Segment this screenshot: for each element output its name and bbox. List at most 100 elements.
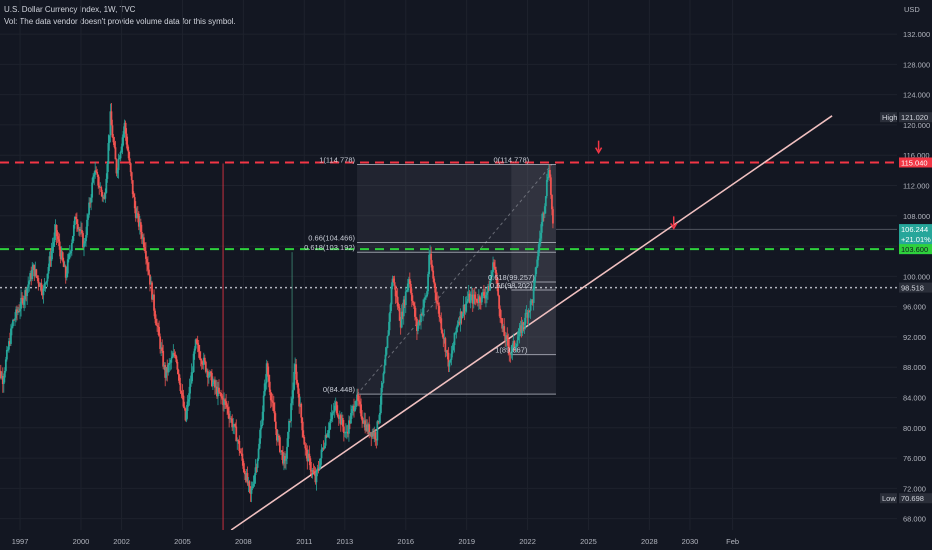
candle-body xyxy=(189,383,192,387)
candle-body xyxy=(135,213,138,218)
candle-body xyxy=(257,448,260,460)
candle-body xyxy=(265,363,268,383)
candle-body xyxy=(356,394,358,401)
candle-body xyxy=(349,420,351,424)
candle-body xyxy=(148,269,150,275)
candle-body xyxy=(400,311,403,328)
price-badge xyxy=(899,157,932,168)
candle-body xyxy=(1,375,4,385)
candle-body xyxy=(226,405,229,408)
candle-body xyxy=(475,298,478,302)
candle-body xyxy=(452,345,455,351)
candle-body xyxy=(342,426,345,434)
candle-body xyxy=(387,330,390,337)
candle-body xyxy=(204,361,207,372)
candle-body xyxy=(153,294,155,311)
candle-body xyxy=(171,356,174,359)
price-badge xyxy=(899,282,932,293)
candle-body xyxy=(32,264,35,270)
candle-body xyxy=(92,176,95,183)
candle-body xyxy=(375,439,378,441)
candle-body xyxy=(547,169,550,177)
candle-body xyxy=(166,367,169,373)
candle-body xyxy=(49,256,52,261)
volume-note: Vol: The data vendor doesn't provide vol… xyxy=(4,17,236,26)
candle-body xyxy=(271,401,274,403)
candle-body xyxy=(55,224,58,237)
candle-body xyxy=(545,179,548,197)
candle-body xyxy=(552,209,554,224)
candle-body xyxy=(337,416,340,419)
candle-body xyxy=(447,352,450,367)
candle-body xyxy=(312,470,315,473)
candle-body xyxy=(466,298,469,302)
price-badge-tag-label: Low xyxy=(882,494,896,503)
candle-body xyxy=(418,320,420,326)
candle-body xyxy=(330,413,333,420)
candle-body xyxy=(282,451,284,464)
candle-body xyxy=(160,347,163,349)
candle-body xyxy=(132,194,135,198)
candle-body xyxy=(500,318,503,319)
candle-body xyxy=(441,329,444,335)
candle-body xyxy=(405,290,408,292)
candle-body xyxy=(118,158,121,160)
x-tick-label: 2008 xyxy=(235,537,252,546)
candle-body xyxy=(487,286,489,293)
price-badge xyxy=(899,244,932,255)
currency-label: USD xyxy=(904,5,920,14)
candle-body xyxy=(84,241,86,244)
symbol-title[interactable]: U.S. Dollar Currency Index, 1W, TVC xyxy=(4,5,136,14)
candle-body xyxy=(456,324,459,328)
candle-body xyxy=(152,294,154,300)
candle-body xyxy=(406,283,409,291)
candle-body xyxy=(240,452,243,454)
candle-body xyxy=(369,432,372,435)
candle-body xyxy=(125,133,128,145)
candle-body xyxy=(65,273,68,278)
candle-body xyxy=(468,293,471,303)
candle-body xyxy=(195,339,198,344)
candle-body xyxy=(39,283,42,287)
candle-body xyxy=(155,318,157,326)
candle-body xyxy=(187,399,190,402)
candle-body xyxy=(520,325,523,333)
candle-body xyxy=(234,424,237,427)
candle-body xyxy=(23,299,26,305)
y-tick-label: 128.000 xyxy=(903,60,930,69)
candle-body xyxy=(4,359,7,371)
x-tick-label: 2000 xyxy=(73,537,90,546)
candle-body xyxy=(377,421,380,423)
candle-body xyxy=(98,185,101,188)
candle-body xyxy=(324,435,327,446)
candle-body xyxy=(328,423,331,431)
candle-body xyxy=(512,341,515,345)
candle-body xyxy=(259,428,262,439)
candle-body xyxy=(82,233,84,248)
candle-body xyxy=(67,254,70,260)
candle-body xyxy=(343,432,346,434)
candle-body xyxy=(318,467,321,469)
candle-body xyxy=(86,219,88,236)
candle-body xyxy=(363,420,366,424)
candle-body xyxy=(24,290,27,300)
candle-body xyxy=(286,446,288,459)
candle-body xyxy=(448,362,451,367)
candle-body xyxy=(383,365,386,374)
candle-body xyxy=(480,292,483,303)
candle-body xyxy=(117,158,120,171)
candle-body xyxy=(177,369,180,375)
candle-body xyxy=(47,266,50,274)
candle-body xyxy=(52,242,55,247)
candle-body xyxy=(10,328,12,344)
candle-body xyxy=(146,258,148,263)
y-tick-label: 108.000 xyxy=(903,212,930,221)
candle-body xyxy=(535,266,538,268)
fib-lower-label: 0.618(99.257) xyxy=(488,273,535,282)
candle-body xyxy=(218,387,220,393)
candle-body xyxy=(426,291,428,297)
candle-body xyxy=(455,327,458,333)
x-tick-label: 2022 xyxy=(519,537,536,546)
candle-body xyxy=(181,392,184,396)
